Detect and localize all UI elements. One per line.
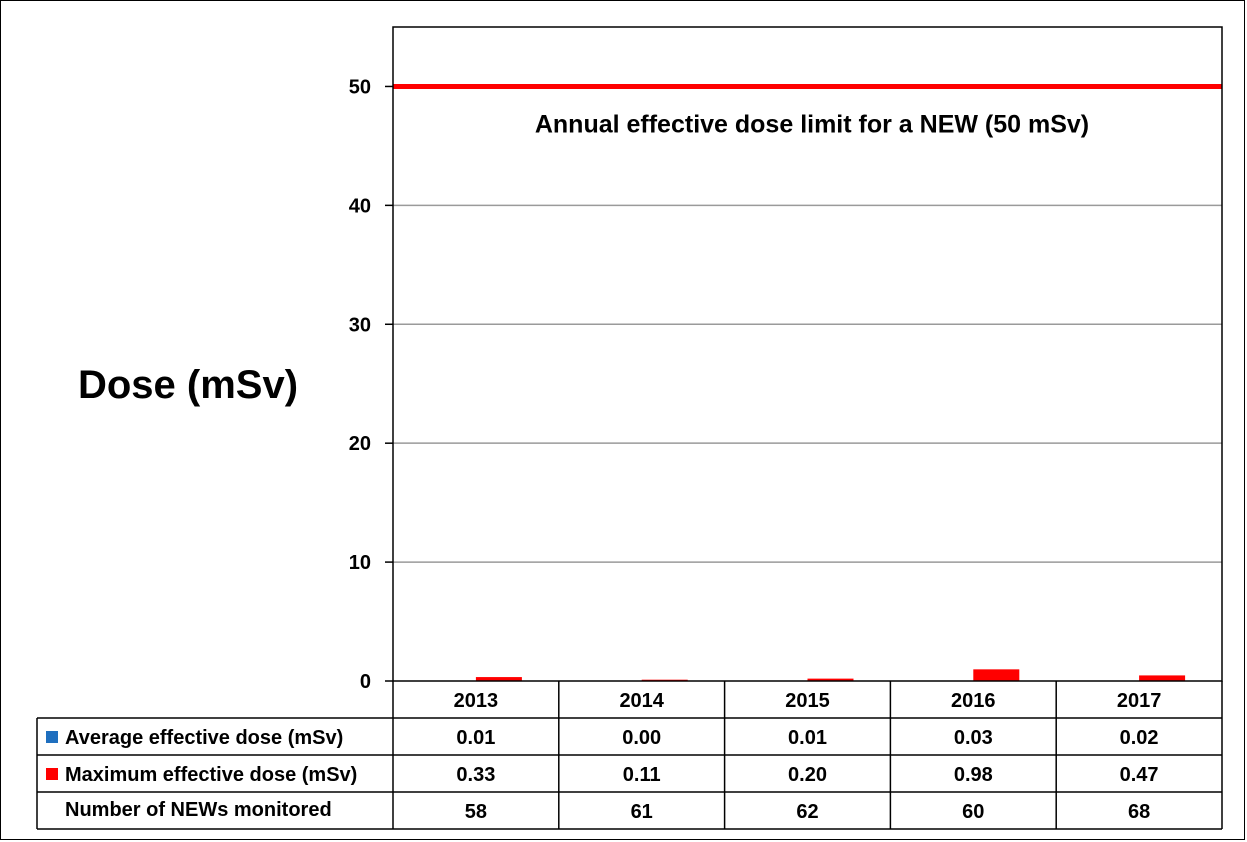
data-label: 0.47 bbox=[1120, 764, 1159, 786]
y-tick-label: 20 bbox=[349, 433, 371, 455]
table-cell: 61 bbox=[631, 801, 653, 823]
data-label: 0.02 bbox=[1120, 727, 1159, 749]
y-tick-label: 50 bbox=[349, 76, 371, 98]
table-cell: 62 bbox=[796, 801, 818, 823]
x-tick-label: 2015 bbox=[785, 690, 830, 712]
data-label: 0.01 bbox=[788, 727, 827, 749]
data-label: 0.20 bbox=[788, 764, 827, 786]
x-tick-label: 2013 bbox=[454, 690, 499, 712]
legend-key-maximum bbox=[46, 768, 58, 780]
x-tick-label: 2016 bbox=[951, 690, 996, 712]
table-cell: 68 bbox=[1128, 801, 1150, 823]
table-cell: 60 bbox=[962, 801, 984, 823]
bar-maximum bbox=[1139, 675, 1186, 681]
data-label: 0.11 bbox=[623, 764, 661, 786]
bar-maximum bbox=[807, 678, 854, 681]
legend-key-average bbox=[46, 731, 58, 743]
table-cell: 58 bbox=[465, 801, 487, 823]
x-tick-label: 2017 bbox=[1117, 690, 1162, 712]
x-tick-label: 2014 bbox=[619, 690, 664, 712]
data-label: 0.01 bbox=[456, 727, 495, 749]
y-tick-label: 30 bbox=[349, 314, 371, 336]
y-tick-label: 10 bbox=[349, 552, 371, 574]
bar-maximum bbox=[973, 669, 1020, 681]
y-axis-label: Dose (mSv) bbox=[78, 363, 298, 407]
data-label: 0.33 bbox=[456, 764, 495, 786]
bar-maximum bbox=[475, 677, 522, 681]
data-label: 0.00 bbox=[622, 727, 661, 749]
table-row-label: Number of NEWs monitored bbox=[65, 799, 332, 821]
data-label: 0.98 bbox=[954, 764, 993, 786]
y-tick-label: 40 bbox=[349, 195, 371, 217]
dose-limit-annotation: Annual effective dose limit for a NEW (5… bbox=[535, 110, 1089, 138]
legend-label: Average effective dose (mSv) bbox=[65, 727, 343, 749]
legend-label: Maximum effective dose (mSv) bbox=[65, 764, 357, 786]
y-tick-label: 0 bbox=[360, 671, 371, 693]
data-label: 0.03 bbox=[954, 727, 993, 749]
plot-area-border bbox=[392, 26, 1223, 682]
